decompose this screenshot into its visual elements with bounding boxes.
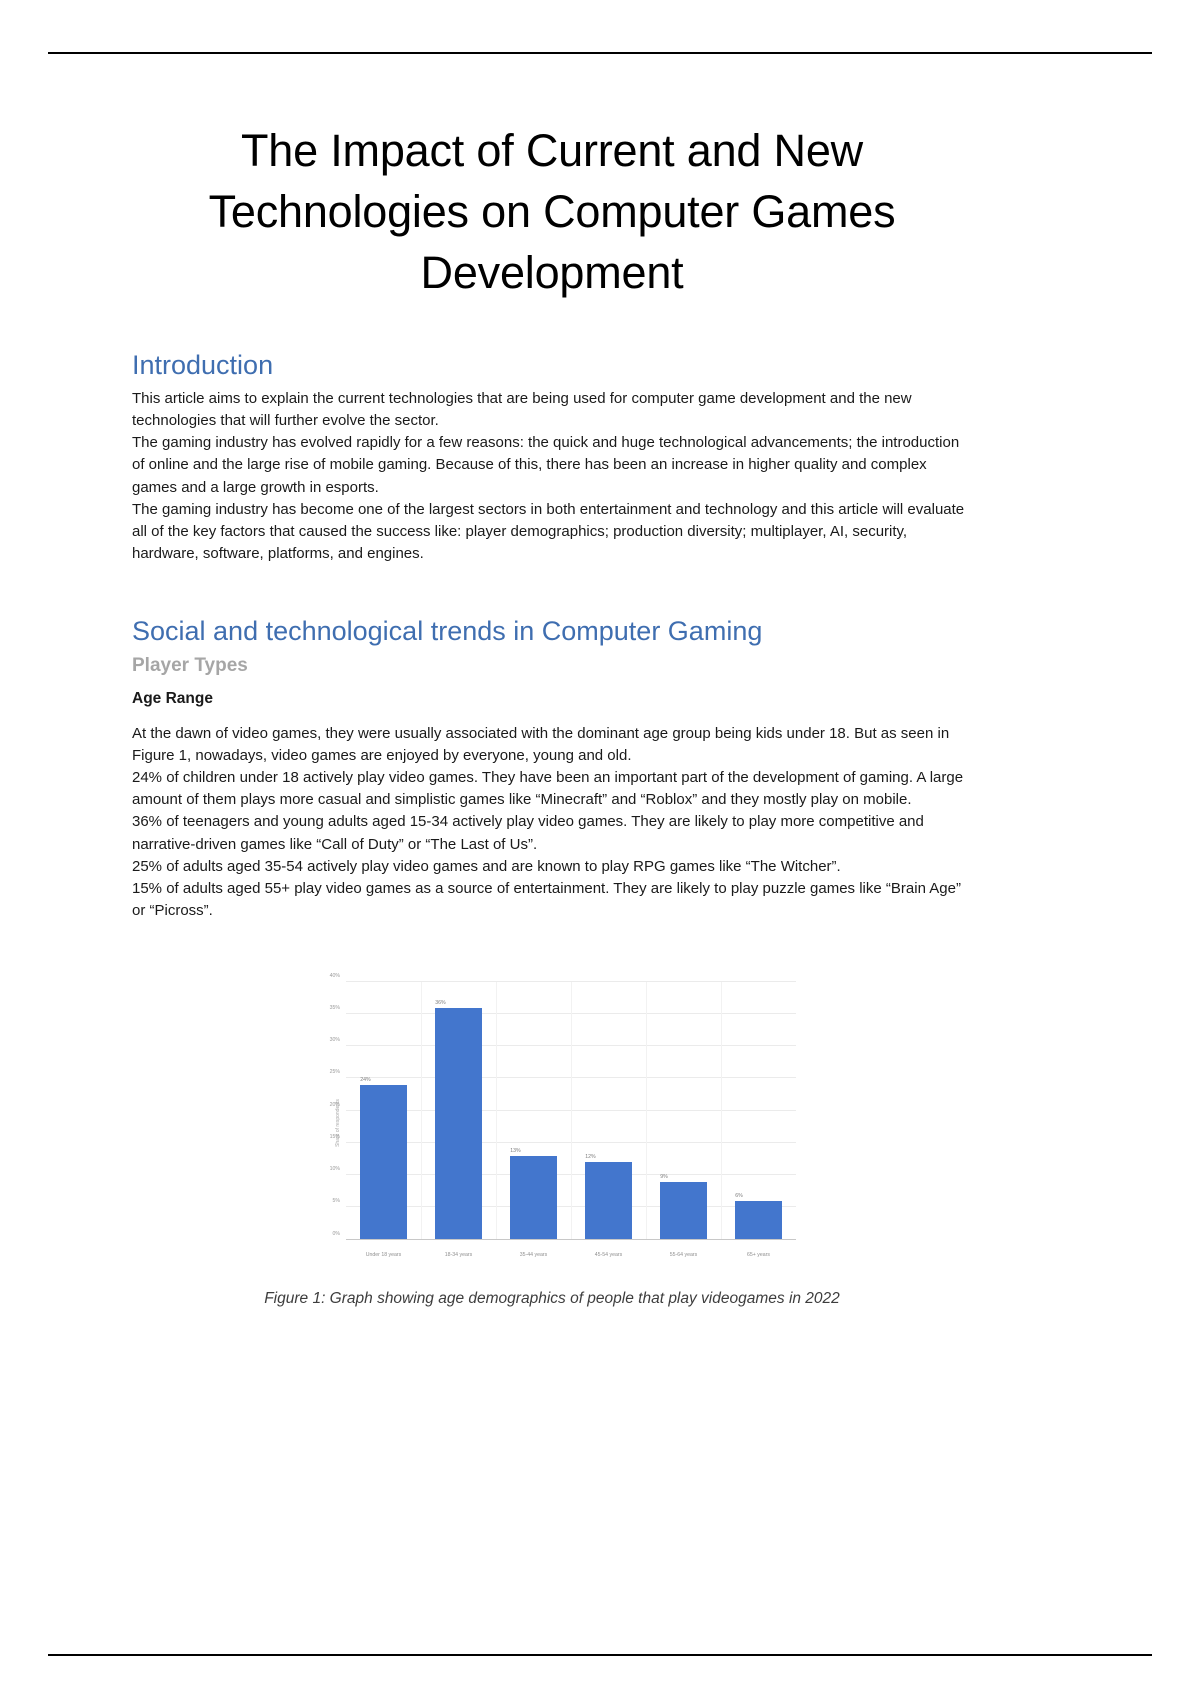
chart-y-tick-label: 40% — [329, 972, 340, 979]
chart-y-tick-label: 30% — [329, 1037, 340, 1044]
chart-column-separator — [495, 981, 497, 1240]
trends-paragraph-2: 24% of children under 18 actively play v… — [132, 769, 964, 809]
header-rule — [48, 52, 1152, 54]
figure-1: Share of respondents 0% 5% 10% 15% 20% 25% 30%… — [132, 973, 972, 1308]
chart-bar-value-label: 36% — [435, 999, 446, 1006]
chart-y-tick-label: 5% — [332, 1198, 341, 1205]
chart-bar-value-label: 13% — [510, 1147, 521, 1154]
chart-bar-slot: 36% — [421, 982, 496, 1240]
chart-bar: 12% — [585, 1154, 632, 1240]
footer-rule — [48, 1654, 1152, 1656]
chart-bar-value-label: 24% — [360, 1076, 371, 1083]
chart-column-separator — [645, 981, 647, 1240]
chart-x-tick-label: 55-64 years — [669, 1251, 698, 1258]
chart-bar-slot: 12% — [571, 982, 646, 1240]
chart-bar: 24% — [360, 1077, 407, 1240]
trends-paragraph-3: 36% of teenagers and young adults aged 1… — [132, 813, 924, 853]
chart-bar-slot: 6% — [721, 982, 796, 1240]
chart-y-tick-label: 35% — [329, 1004, 340, 1011]
chart-y-tick-label: 10% — [329, 1166, 340, 1173]
trends-paragraph-4: 25% of adults aged 35-54 actively play v… — [132, 857, 841, 875]
introduction-paragraph-3: The gaming industry has become one of th… — [132, 500, 965, 562]
chart-bars: 24% 36% 13% 12% 9% 6% — [346, 982, 796, 1240]
chart-y-tick-label: 15% — [329, 1133, 340, 1140]
chart-bar: 9% — [660, 1174, 707, 1240]
chart-column-separator — [721, 981, 722, 1240]
chart-y-tick-label: 20% — [329, 1101, 340, 1108]
chart-bar: 6% — [735, 1193, 782, 1240]
chart-column-separator — [571, 981, 572, 1240]
chart-bar-slot: 9% — [646, 982, 721, 1240]
age-demographics-bar-chart: Share of respondents 0% 5% 10% 15% 20% 25% 30%… — [302, 973, 802, 1272]
chart-x-tick-label: Under 18 years — [365, 1251, 402, 1258]
subsection-heading-age-range: Age Range — [132, 690, 213, 708]
chart-bar-slot: 13% — [496, 982, 571, 1240]
chart-x-tick-label: 65+ years — [747, 1251, 770, 1258]
document-content: The Impact of Current and New Technologi… — [132, 120, 972, 1308]
chart-x-tick-label: 45-54 years — [594, 1251, 623, 1258]
chart-gridline — [346, 980, 796, 982]
chart-plot-area: 0% 5% 10% 15% 20% 25% 30% 35% 40% 24% 36% 13% 12% 9%… — [330, 973, 796, 1240]
introduction-paragraph-2: The gaming industry has evolved rapidly … — [132, 434, 960, 496]
chart-bar: 36% — [435, 1000, 482, 1240]
figure-caption: Figure 1: Graph showing age demographics… — [264, 1289, 840, 1307]
chart-x-axis-ticks: Under 18 years 18-34 years 35-44 years 45-5… — [346, 1252, 796, 1258]
introduction-paragraph-1: This article aims to explain the current… — [132, 390, 912, 430]
chart-y-tick-label: 0% — [332, 1230, 341, 1237]
chart-x-tick-label: 18-34 years — [444, 1251, 473, 1258]
chart-y-tick-label: 25% — [329, 1069, 340, 1076]
chart-bar-value-label: 6% — [735, 1193, 743, 1199]
trends-paragraph-5: 15% of adults aged 55+ play video games … — [132, 879, 961, 919]
chart-column-separator — [420, 981, 422, 1240]
subsection-heading-player-types: Player Types — [132, 655, 248, 677]
chart-x-tick-label: 35-44 years — [519, 1251, 548, 1258]
page-title: The Impact of Current and New Technologi… — [208, 125, 896, 299]
chart-x-axis-line — [346, 1238, 796, 1240]
chart-bar: 13% — [510, 1148, 557, 1240]
trends-paragraph-1: At the dawn of video games, they were us… — [132, 725, 950, 765]
chart-bar-value-label: 9% — [660, 1173, 668, 1180]
section-heading-introduction: Introduction — [132, 349, 274, 380]
chart-bar-slot: 24% — [346, 982, 421, 1240]
section-heading-trends: Social and technological trends in Compu… — [132, 615, 763, 646]
chart-bar-value-label: 12% — [585, 1154, 596, 1161]
